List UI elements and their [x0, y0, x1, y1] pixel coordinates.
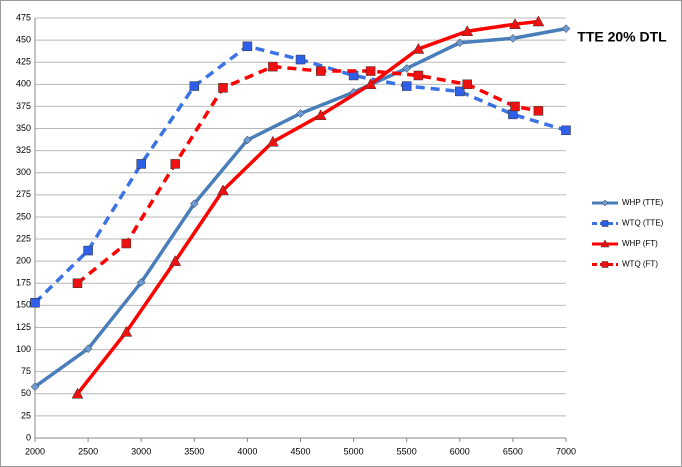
marker: [533, 106, 544, 116]
marker: [461, 25, 474, 37]
marker: [30, 297, 40, 308]
y-tick-label: 75: [21, 366, 31, 376]
marker: [509, 18, 521, 29]
marker: [170, 159, 180, 169]
marker: [71, 387, 84, 399]
chart-title: TTE 20% DTL: [577, 29, 667, 45]
marker: [169, 255, 182, 266]
y-tick-label: 0: [26, 432, 31, 442]
marker: [72, 278, 83, 289]
marker: [561, 24, 571, 33]
marker: [508, 109, 518, 120]
y-tick-label: 450: [16, 34, 31, 44]
marker: [315, 66, 326, 76]
x-tick-label: 6000: [450, 446, 470, 456]
marker: [455, 38, 465, 48]
x-tick-label: 4000: [237, 446, 257, 456]
x-tick-label: 4500: [290, 446, 310, 456]
x-tick-label: 2500: [78, 446, 98, 456]
y-tick-label: 400: [16, 79, 31, 89]
x-tick-label: 7000: [556, 446, 576, 456]
x-tick-label: 5000: [344, 446, 364, 456]
legend-marker: [601, 220, 609, 227]
x-tick-label: 3500: [184, 446, 204, 456]
x-tick-label: 5500: [397, 446, 417, 456]
legend-label: WHP (TTE): [622, 198, 664, 207]
marker: [532, 15, 545, 27]
y-tick-label: 375: [16, 101, 31, 111]
marker: [242, 41, 253, 52]
y-tick-label: 150: [16, 300, 31, 310]
legend-marker: [600, 239, 610, 248]
y-tick-label: 325: [16, 145, 31, 155]
y-tick-label: 350: [16, 123, 31, 133]
x-tick-label: 2000: [25, 446, 45, 456]
marker: [121, 238, 132, 249]
marker: [364, 78, 377, 90]
marker: [508, 33, 518, 43]
marker: [365, 66, 376, 76]
legend-marker: [601, 199, 609, 207]
marker: [462, 79, 472, 90]
y-tick-label: 50: [21, 388, 31, 398]
marker: [83, 245, 93, 256]
legend-label: WHP (FT): [622, 239, 658, 248]
marker: [296, 109, 305, 118]
marker: [266, 135, 279, 147]
legend-label: WTQ (TTE): [622, 219, 664, 228]
y-tick-label: 175: [16, 278, 31, 288]
y-tick-label: 125: [16, 322, 31, 332]
marker: [136, 278, 146, 287]
y-tick-label: 200: [16, 256, 31, 266]
marker: [412, 42, 425, 54]
marker: [401, 81, 412, 91]
y-tick-label: 425: [16, 57, 31, 67]
marker: [136, 159, 146, 169]
marker: [243, 135, 252, 145]
y-tick-label: 475: [16, 12, 31, 22]
y-tick-label: 300: [16, 167, 31, 177]
marker: [218, 83, 228, 93]
marker: [510, 101, 520, 112]
marker: [30, 382, 40, 392]
marker: [189, 199, 199, 209]
x-tick-label: 6500: [503, 446, 523, 456]
marker: [189, 81, 200, 91]
marker: [413, 70, 424, 81]
legend-marker: [601, 261, 609, 268]
marker: [455, 86, 465, 97]
marker: [314, 109, 327, 121]
marker: [402, 64, 412, 73]
legend-label: WTQ (FT): [622, 260, 658, 269]
y-tick-label: 100: [16, 344, 31, 354]
y-tick-label: 250: [16, 211, 31, 221]
marker: [217, 184, 229, 196]
marker: [268, 61, 278, 72]
y-tick-label: 25: [21, 410, 31, 420]
marker: [120, 325, 133, 337]
marker: [561, 125, 571, 136]
x-tick-label: 3000: [131, 446, 151, 456]
marker: [83, 344, 93, 354]
y-tick-label: 275: [16, 189, 31, 199]
y-tick-label: 225: [16, 233, 31, 243]
marker: [295, 54, 306, 65]
